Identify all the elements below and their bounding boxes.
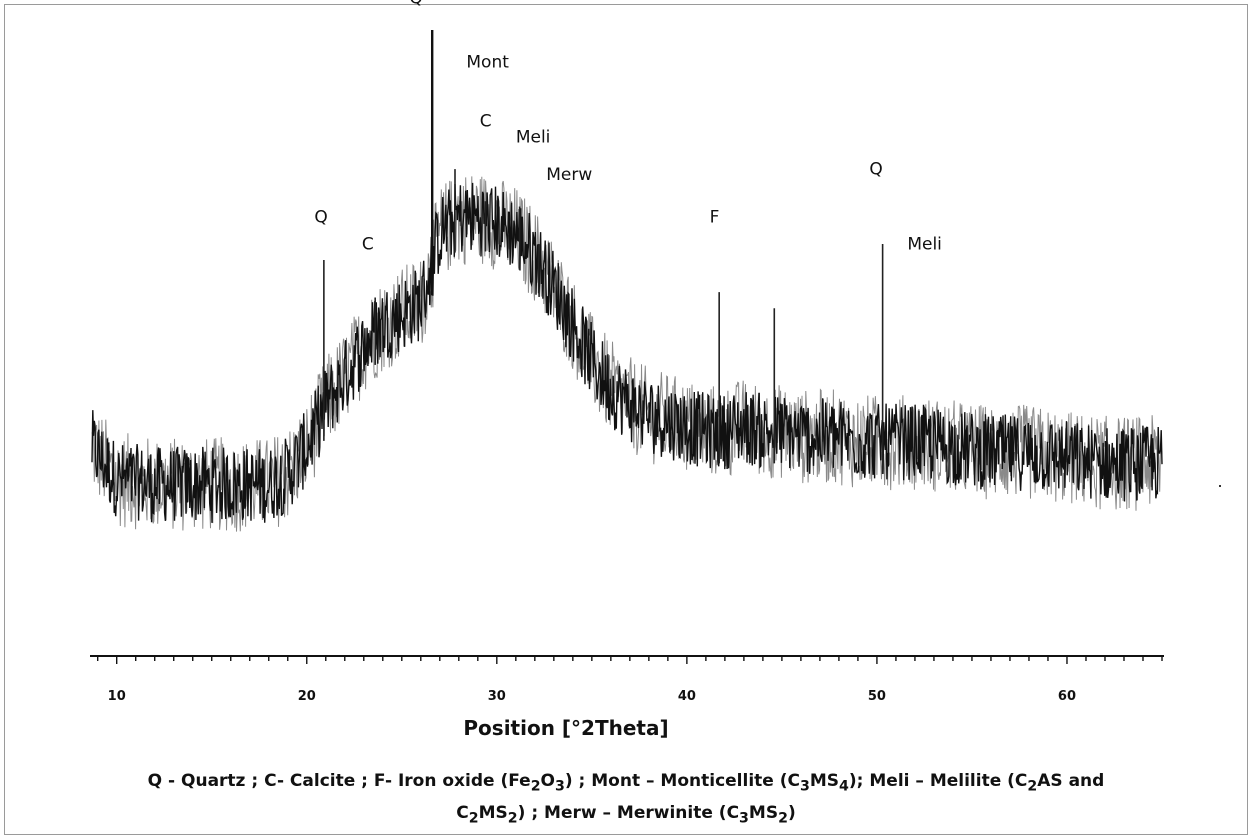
legend-text: MS <box>809 771 840 791</box>
peak-label: Mont <box>466 52 509 72</box>
x-tick-label: 40 <box>678 689 696 704</box>
legend-sub: 3 <box>555 778 565 795</box>
trace-layer <box>91 176 1163 532</box>
peak-label: Merw <box>546 165 592 185</box>
peak-label: Meli <box>516 127 551 147</box>
legend-text: ) <box>787 803 796 824</box>
x-tick-label: 30 <box>488 689 506 704</box>
peak-label: Q <box>869 159 882 179</box>
x-axis: 10 20 30 40 50 60 <box>90 655 1164 704</box>
legend-text: ) ; Merw – Merwinite (C <box>517 803 740 824</box>
legend-text: O <box>540 771 555 791</box>
legend-sub: 2 <box>507 810 518 827</box>
legend-text: MS <box>748 803 779 824</box>
x-tick-label: 10 <box>108 689 126 704</box>
xrd-chart: 10 20 30 40 50 60 Q Mont C Meli Merw Q C F Q Meli <box>90 0 1164 704</box>
peak-layer <box>323 30 884 475</box>
peak-label: Meli <box>907 234 942 254</box>
peak-label: F <box>710 208 720 228</box>
trace-black <box>91 182 1163 523</box>
peak-labels: Q Mont C Meli Merw Q C F Q Meli <box>314 0 942 254</box>
x-tick-label: 50 <box>868 689 886 704</box>
legend-sub: 4 <box>839 778 849 795</box>
legend-text: Q - Quartz ; C- Calcite ; F- Iron oxide … <box>147 771 531 791</box>
peak-label: Q <box>409 0 422 8</box>
legend-sub: 2 <box>468 810 479 827</box>
legend-text: MS <box>478 803 508 824</box>
peak-label: C <box>480 111 492 131</box>
legend-sub: 2 <box>1027 778 1038 795</box>
peak-label: C <box>362 234 374 254</box>
x-tick-label: 60 <box>1058 689 1076 704</box>
x-axis-title-wrap: Position [°2Theta] <box>0 716 1252 740</box>
figure-frame <box>4 4 1248 835</box>
legend-text: ) ; Mont – Monticellite (C <box>564 771 800 791</box>
peak-label: Q <box>314 208 327 228</box>
x-tick-label: 20 <box>298 689 316 704</box>
x-axis-title: Position [°2Theta] <box>463 716 669 740</box>
stray-dot <box>1219 485 1221 487</box>
legend-text: C <box>456 803 469 824</box>
legend-sub: 2 <box>778 810 788 827</box>
legend-text: ); Meli – Melilite (C <box>848 771 1028 791</box>
legend-sub: 2 <box>530 778 541 795</box>
phase-legend: Q - Quartz ; C- Calcite ; F- Iron oxide … <box>30 768 1222 833</box>
legend-sub: 3 <box>800 778 810 795</box>
legend-text: AS and <box>1037 771 1105 791</box>
legend-sub: 3 <box>739 810 749 827</box>
